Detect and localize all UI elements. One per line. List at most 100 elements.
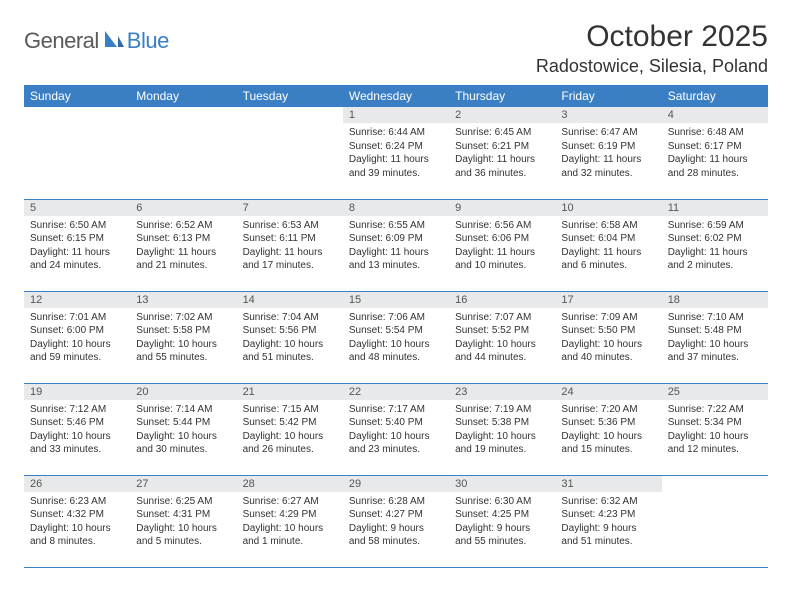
week-row: 1Sunrise: 6:44 AMSunset: 6:24 PMDaylight…	[24, 107, 768, 199]
day-number: 14	[237, 292, 343, 308]
sunset-text: Sunset: 5:38 PM	[455, 416, 549, 430]
daylight-text: Daylight: 10 hours and 37 minutes.	[668, 338, 762, 365]
calendar-cell: 18Sunrise: 7:10 AMSunset: 5:48 PMDayligh…	[662, 291, 768, 383]
day-number: 31	[555, 476, 661, 492]
cell-body: Sunrise: 6:59 AMSunset: 6:02 PMDaylight:…	[662, 216, 768, 277]
cell-body: Sunrise: 7:22 AMSunset: 5:34 PMDaylight:…	[662, 400, 768, 461]
sunset-text: Sunset: 5:36 PM	[561, 416, 655, 430]
calendar-cell: 8Sunrise: 6:55 AMSunset: 6:09 PMDaylight…	[343, 199, 449, 291]
cell-body: Sunrise: 7:20 AMSunset: 5:36 PMDaylight:…	[555, 400, 661, 461]
sunrise-text: Sunrise: 6:32 AM	[561, 495, 655, 509]
calendar-cell	[130, 107, 236, 199]
day-number: 8	[343, 200, 449, 216]
daylight-text: Daylight: 10 hours and 1 minute.	[243, 522, 337, 549]
calendar-cell: 25Sunrise: 7:22 AMSunset: 5:34 PMDayligh…	[662, 383, 768, 475]
daylight-text: Daylight: 9 hours and 55 minutes.	[455, 522, 549, 549]
sunset-text: Sunset: 6:04 PM	[561, 232, 655, 246]
sunrise-text: Sunrise: 7:15 AM	[243, 403, 337, 417]
sunrise-text: Sunrise: 6:44 AM	[349, 126, 443, 140]
daylight-text: Daylight: 11 hours and 17 minutes.	[243, 246, 337, 273]
calendar-cell	[662, 475, 768, 567]
sunrise-text: Sunrise: 7:06 AM	[349, 311, 443, 325]
day-number: 15	[343, 292, 449, 308]
sunset-text: Sunset: 6:06 PM	[455, 232, 549, 246]
sunrise-text: Sunrise: 7:22 AM	[668, 403, 762, 417]
calendar-cell: 24Sunrise: 7:20 AMSunset: 5:36 PMDayligh…	[555, 383, 661, 475]
location-subtitle: Radostowice, Silesia, Poland	[536, 56, 768, 77]
sunrise-text: Sunrise: 6:23 AM	[30, 495, 124, 509]
cell-body: Sunrise: 6:50 AMSunset: 6:15 PMDaylight:…	[24, 216, 130, 277]
sunset-text: Sunset: 6:17 PM	[668, 140, 762, 154]
calendar-cell: 26Sunrise: 6:23 AMSunset: 4:32 PMDayligh…	[24, 475, 130, 567]
daylight-text: Daylight: 11 hours and 39 minutes.	[349, 153, 443, 180]
calendar-cell: 6Sunrise: 6:52 AMSunset: 6:13 PMDaylight…	[130, 199, 236, 291]
calendar-page: General Blue October 2025 Radostowice, S…	[0, 0, 792, 588]
calendar-cell: 15 Sunrise: 7:06 AMSunset: 5:54 PMDayligh…	[343, 291, 449, 383]
cell-body: Sunrise: 7:17 AMSunset: 5:40 PMDaylight:…	[343, 400, 449, 461]
day-number: 1	[343, 107, 449, 123]
logo-text-general: General	[24, 28, 99, 54]
logo-sail-icon	[103, 29, 125, 54]
daylight-text: Daylight: 10 hours and 26 minutes.	[243, 430, 337, 457]
cell-body: Sunrise: 6:58 AMSunset: 6:04 PMDaylight:…	[555, 216, 661, 277]
sunset-text: Sunset: 5:46 PM	[30, 416, 124, 430]
sunrise-text: Sunrise: 7:07 AM	[455, 311, 549, 325]
sunset-text: Sunset: 4:27 PM	[349, 508, 443, 522]
calendar-cell: 7Sunrise: 6:53 AMSunset: 6:11 PMDaylight…	[237, 199, 343, 291]
calendar-cell: 9Sunrise: 6:56 AMSunset: 6:06 PMDaylight…	[449, 199, 555, 291]
day-header: Saturday	[662, 85, 768, 107]
week-row: 26Sunrise: 6:23 AMSunset: 4:32 PMDayligh…	[24, 475, 768, 567]
sunset-text: Sunset: 5:54 PM	[349, 324, 443, 338]
sunrise-text: Sunrise: 7:09 AM	[561, 311, 655, 325]
day-number: 24	[555, 384, 661, 400]
day-number: 22	[343, 384, 449, 400]
sunset-text: Sunset: 4:29 PM	[243, 508, 337, 522]
day-header: Wednesday	[343, 85, 449, 107]
title-block: October 2025 Radostowice, Silesia, Polan…	[536, 20, 768, 77]
cell-body: Sunrise: 7:15 AMSunset: 5:42 PMDaylight:…	[237, 400, 343, 461]
sunrise-text: Sunrise: 6:56 AM	[455, 219, 549, 233]
sunrise-text: Sunrise: 6:48 AM	[668, 126, 762, 140]
calendar-cell	[24, 107, 130, 199]
day-header: Monday	[130, 85, 236, 107]
cell-body: Sunrise: 7:02 AMSunset: 5:58 PMDaylight:…	[130, 308, 236, 369]
calendar-grid: SundayMondayTuesdayWednesdayThursdayFrid…	[24, 85, 768, 568]
calendar-cell: 12Sunrise: 7:01 AMSunset: 6:00 PMDayligh…	[24, 291, 130, 383]
logo: General Blue	[24, 28, 169, 54]
day-number: 2	[449, 107, 555, 123]
sunset-text: Sunset: 6:09 PM	[349, 232, 443, 246]
sunrise-text: Sunrise: 7:17 AM	[349, 403, 443, 417]
day-number: 3	[555, 107, 661, 123]
day-number: 4	[662, 107, 768, 123]
cell-body: Sunrise: 7:04 AMSunset: 5:56 PMDaylight:…	[237, 308, 343, 369]
day-number: 30	[449, 476, 555, 492]
calendar-cell: 11Sunrise: 6:59 AMSunset: 6:02 PMDayligh…	[662, 199, 768, 291]
calendar-cell: 10Sunrise: 6:58 AMSunset: 6:04 PMDayligh…	[555, 199, 661, 291]
calendar-cell: 14Sunrise: 7:04 AMSunset: 5:56 PMDayligh…	[237, 291, 343, 383]
sunset-text: Sunset: 6:13 PM	[136, 232, 230, 246]
day-number: 18	[662, 292, 768, 308]
sunrise-text: Sunrise: 6:59 AM	[668, 219, 762, 233]
day-header-row: SundayMondayTuesdayWednesdayThursdayFrid…	[24, 85, 768, 107]
calendar-cell: 17Sunrise: 7:09 AMSunset: 5:50 PMDayligh…	[555, 291, 661, 383]
sunrise-text: Sunrise: 6:30 AM	[455, 495, 549, 509]
calendar-cell: 23Sunrise: 7:19 AMSunset: 5:38 PMDayligh…	[449, 383, 555, 475]
sunset-text: Sunset: 4:25 PM	[455, 508, 549, 522]
week-row: 5Sunrise: 6:50 AMSunset: 6:15 PMDaylight…	[24, 199, 768, 291]
daylight-text: Daylight: 10 hours and 30 minutes.	[136, 430, 230, 457]
daylight-text: Daylight: 10 hours and 48 minutes.	[349, 338, 443, 365]
calendar-cell: 21Sunrise: 7:15 AMSunset: 5:42 PMDayligh…	[237, 383, 343, 475]
day-header: Friday	[555, 85, 661, 107]
sunrise-text: Sunrise: 6:50 AM	[30, 219, 124, 233]
calendar-cell: 13Sunrise: 7:02 AMSunset: 5:58 PMDayligh…	[130, 291, 236, 383]
daylight-text: Daylight: 11 hours and 10 minutes.	[455, 246, 549, 273]
day-number: 11	[662, 200, 768, 216]
daylight-text: Daylight: 11 hours and 36 minutes.	[455, 153, 549, 180]
calendar-cell: 30 Sunrise: 6:30 AMSunset: 4:25 PMDayligh…	[449, 475, 555, 567]
cell-body: Sunrise: 7:07 AMSunset: 5:52 PMDaylight:…	[449, 308, 555, 369]
sunset-text: Sunset: 5:58 PM	[136, 324, 230, 338]
calendar-cell: 22Sunrise: 7:17 AMSunset: 5:40 PMDayligh…	[343, 383, 449, 475]
daylight-text: Daylight: 10 hours and 5 minutes.	[136, 522, 230, 549]
day-number: 26	[24, 476, 130, 492]
calendar-cell: 27Sunrise: 6:25 AMSunset: 4:31 PMDayligh…	[130, 475, 236, 567]
